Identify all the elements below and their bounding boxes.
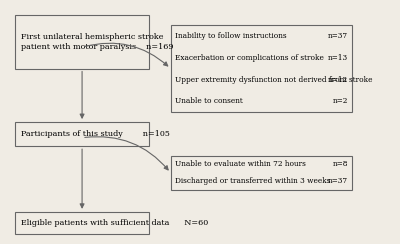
- FancyBboxPatch shape: [15, 122, 149, 146]
- Text: Participants of this study        n=105: Participants of this study n=105: [20, 130, 170, 138]
- FancyBboxPatch shape: [171, 156, 352, 190]
- Text: Discharged or transferred within 3 weeks: Discharged or transferred within 3 weeks: [175, 177, 330, 185]
- Text: n=8: n=8: [332, 161, 348, 168]
- Text: Inability to follow instructions: Inability to follow instructions: [175, 32, 287, 40]
- Text: Upper extremity dysfunction not derived from stroke: Upper extremity dysfunction not derived …: [175, 76, 372, 83]
- FancyBboxPatch shape: [15, 212, 149, 234]
- Text: n=13: n=13: [328, 54, 348, 62]
- Text: n=12: n=12: [328, 76, 348, 83]
- FancyArrowPatch shape: [85, 137, 168, 170]
- Text: Unable to evaluate within 72 hours: Unable to evaluate within 72 hours: [175, 161, 306, 168]
- Text: Unable to consent: Unable to consent: [175, 97, 243, 105]
- Text: n=2: n=2: [332, 97, 348, 105]
- FancyBboxPatch shape: [171, 25, 352, 112]
- Text: First unilateral hemispheric stroke
patient with motor paralysis    n=169: First unilateral hemispheric stroke pati…: [20, 33, 173, 51]
- Text: Exacerbation or complications of stroke: Exacerbation or complications of stroke: [175, 54, 324, 62]
- FancyArrowPatch shape: [85, 43, 168, 66]
- Text: n=37: n=37: [328, 177, 348, 185]
- Text: Eligible patients with sufficient data      N=60: Eligible patients with sufficient data N…: [20, 219, 208, 227]
- FancyBboxPatch shape: [15, 15, 149, 69]
- Text: n=37: n=37: [328, 32, 348, 40]
